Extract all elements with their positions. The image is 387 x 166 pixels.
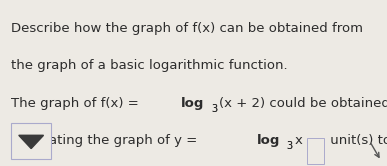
Text: unit(s) to the: unit(s) to the — [326, 134, 387, 147]
Text: 3: 3 — [287, 141, 293, 151]
Text: 3: 3 — [287, 141, 293, 151]
Text: the graph of a basic logarithmic function.: the graph of a basic logarithmic functio… — [11, 59, 288, 72]
Text: The graph of f(x) =: The graph of f(x) = — [11, 97, 143, 110]
Text: x: x — [295, 134, 303, 147]
Text: (x + 2) could be obtained by: (x + 2) could be obtained by — [219, 97, 387, 110]
Text: 3: 3 — [211, 104, 217, 114]
Text: log: log — [181, 97, 205, 110]
Text: Describe how the graph of f(x) can be obtained from: Describe how the graph of f(x) can be ob… — [11, 22, 363, 35]
FancyBboxPatch shape — [11, 123, 51, 159]
FancyBboxPatch shape — [307, 138, 324, 164]
Text: log: log — [257, 134, 280, 147]
Text: translating the graph of y =: translating the graph of y = — [11, 134, 201, 147]
Polygon shape — [19, 135, 43, 149]
Text: 3: 3 — [211, 104, 217, 114]
